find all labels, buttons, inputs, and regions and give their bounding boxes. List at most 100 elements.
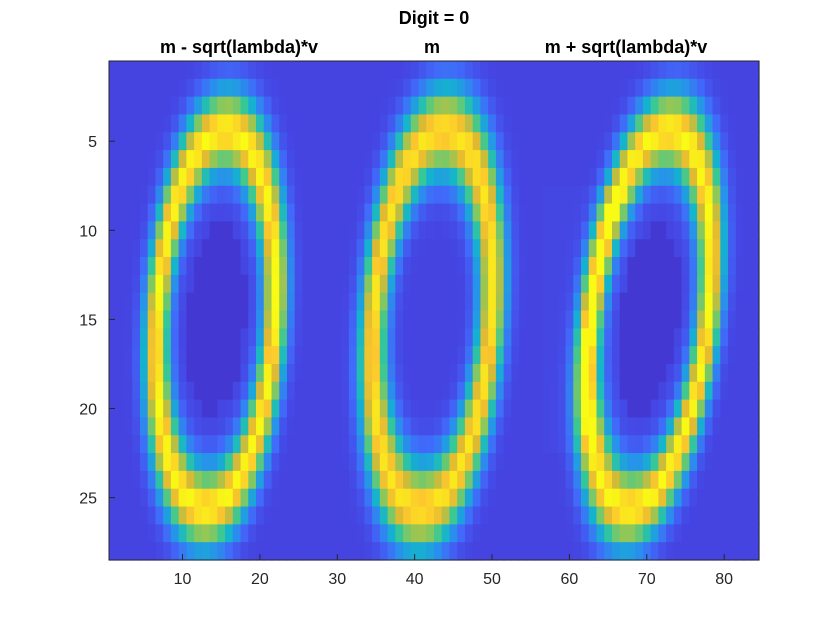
heatmap-cell xyxy=(248,310,257,329)
heatmap-cell xyxy=(403,381,412,401)
heatmap-cell xyxy=(511,239,520,258)
heatmap-cell xyxy=(116,132,126,151)
heatmap-cell xyxy=(379,346,389,365)
heatmap-cell xyxy=(240,542,249,561)
heatmap-cell xyxy=(178,399,187,419)
heatmap-cell xyxy=(604,114,613,133)
heatmap-cell xyxy=(356,132,365,151)
heatmap-cell xyxy=(279,488,288,508)
heatmap-cell xyxy=(225,203,234,222)
heatmap-cell xyxy=(418,96,427,116)
heatmap-cell xyxy=(550,78,559,98)
heatmap-cell xyxy=(286,542,296,561)
heatmap-cell xyxy=(410,132,420,151)
heatmap-cell xyxy=(155,399,164,419)
heatmap-cell xyxy=(302,506,311,525)
heatmap-cell xyxy=(697,435,706,454)
heatmap-cell xyxy=(604,274,613,294)
heatmap-cell xyxy=(325,203,335,222)
heatmap-cell xyxy=(611,381,621,401)
heatmap-cell xyxy=(712,488,721,508)
heatmap-cell xyxy=(240,78,249,98)
heatmap-cell xyxy=(163,78,172,98)
heatmap-cell xyxy=(704,310,714,329)
heatmap-cell xyxy=(464,78,474,98)
heatmap-cell xyxy=(441,167,451,187)
heatmap-cell xyxy=(650,167,660,187)
heatmap-cell xyxy=(689,96,698,116)
heatmap-cell xyxy=(139,132,149,151)
heatmap-cell xyxy=(217,274,226,294)
heatmap-cell xyxy=(410,417,420,436)
heatmap-cell xyxy=(286,239,296,258)
heatmap-cell xyxy=(720,363,729,383)
heatmap-cell xyxy=(201,221,211,240)
heatmap-cell xyxy=(325,506,335,525)
heatmap-cell xyxy=(472,203,482,222)
heatmap-cell xyxy=(387,239,396,258)
heatmap-cell xyxy=(751,203,760,222)
heatmap-cell xyxy=(728,167,737,187)
heatmap-cell xyxy=(132,114,141,133)
heatmap-cell xyxy=(635,132,644,151)
heatmap-cell xyxy=(348,470,358,490)
heatmap-cell xyxy=(426,417,435,436)
heatmap-cell xyxy=(170,524,180,543)
heatmap-cell xyxy=(441,150,451,169)
heatmap-cell xyxy=(573,132,582,151)
heatmap-cell xyxy=(681,114,690,133)
heatmap-cell xyxy=(720,78,729,98)
heatmap-cell xyxy=(751,150,760,169)
heatmap-cell xyxy=(325,399,335,419)
heatmap-cell xyxy=(565,167,574,187)
heatmap-cell xyxy=(201,470,211,490)
heatmap-cell xyxy=(286,167,296,187)
heatmap-cell xyxy=(480,363,489,383)
heatmap-cell xyxy=(240,524,249,543)
heatmap-cell xyxy=(294,96,304,116)
heatmap-cell xyxy=(225,399,234,419)
heatmap-cell xyxy=(488,399,497,419)
heatmap-cell xyxy=(480,346,489,365)
heatmap-cell xyxy=(751,399,760,419)
heatmap-cell xyxy=(681,257,690,276)
heatmap-cell xyxy=(596,488,605,508)
heatmap-cell xyxy=(542,328,551,347)
heatmap-cell xyxy=(712,167,721,187)
heatmap-cell xyxy=(410,328,420,347)
heatmap-cell xyxy=(627,328,636,347)
heatmap-cell xyxy=(627,399,636,419)
heatmap-cell xyxy=(642,274,652,294)
heatmap-cell xyxy=(310,257,319,276)
heatmap-cell xyxy=(286,96,296,116)
heatmap-cell xyxy=(333,310,342,329)
heatmap-cell xyxy=(286,381,296,401)
heatmap-cell xyxy=(720,346,729,365)
heatmap-cell xyxy=(720,150,729,169)
heatmap-cell xyxy=(186,524,195,543)
heatmap-cell xyxy=(642,96,652,116)
heatmap-cell xyxy=(124,78,133,98)
heatmap-cell xyxy=(604,78,613,98)
heatmap-cell xyxy=(619,506,629,525)
heatmap-cell xyxy=(635,221,644,240)
heatmap-cell xyxy=(434,328,443,347)
heatmap-cell xyxy=(519,78,528,98)
heatmap-cell xyxy=(557,506,567,525)
heatmap-cell xyxy=(372,542,381,561)
heatmap-cell xyxy=(495,310,505,329)
heatmap-cell xyxy=(588,274,598,294)
heatmap-cell xyxy=(279,167,288,187)
heatmap-cell xyxy=(627,453,636,472)
heatmap-cell xyxy=(147,524,157,543)
heatmap-cell xyxy=(673,274,683,294)
heatmap-cell xyxy=(511,114,520,133)
heatmap-cell xyxy=(410,61,420,80)
heatmap-cell xyxy=(681,488,690,508)
heatmap-cell xyxy=(201,453,211,472)
heatmap-cell xyxy=(194,132,203,151)
heatmap-cell xyxy=(720,185,729,205)
heatmap-cell xyxy=(116,310,126,329)
heatmap-cell xyxy=(565,257,574,276)
heatmap-cell xyxy=(650,310,660,329)
